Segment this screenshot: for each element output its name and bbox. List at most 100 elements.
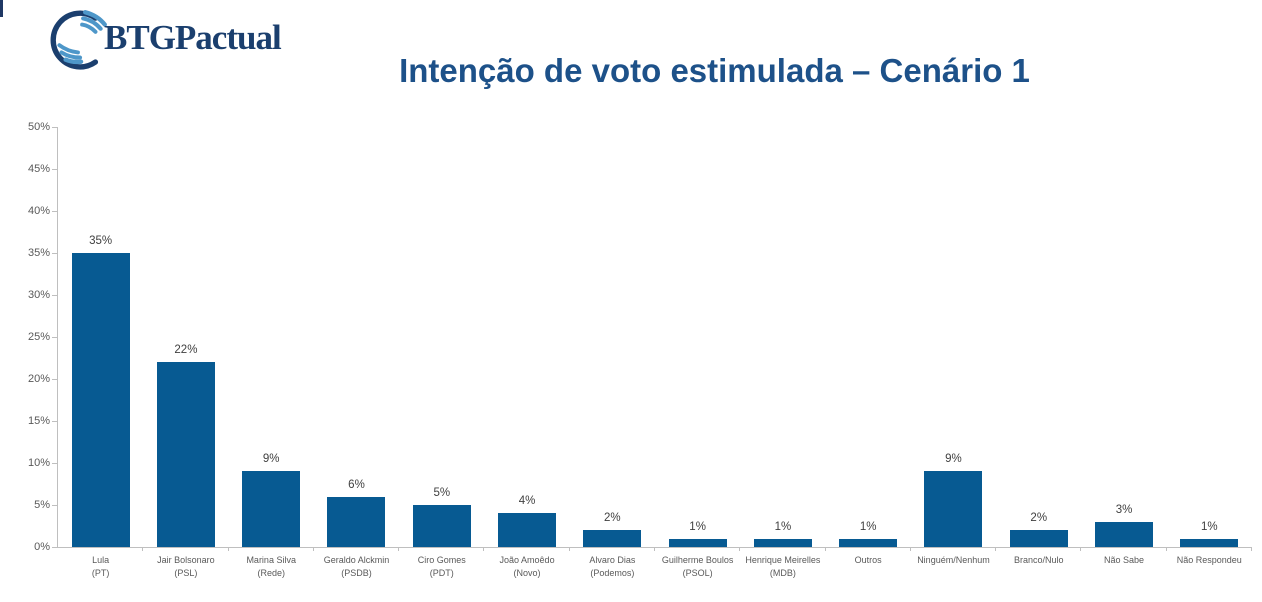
y-axis-tick: [52, 421, 57, 422]
category-party: (PDT): [429, 568, 454, 578]
x-axis-tick: [142, 547, 144, 551]
bar-group: 1% Guilherme Boulos (PSOL): [655, 127, 741, 578]
y-axis-label: 35%: [27, 247, 50, 259]
y-axis-tick: [52, 505, 57, 506]
y-axis-tick: [52, 547, 57, 548]
plot-area: 35% Lula (PT) 22% Jair Bolsonaro (PSL) 9% Marin…: [57, 127, 1252, 578]
x-axis-tick: [227, 547, 229, 551]
bar: [1095, 521, 1154, 547]
bar-value-label: 2%: [1030, 512, 1048, 525]
category-label: Marina Silva (Rede): [224, 554, 318, 580]
x-axis-tick: [1165, 547, 1167, 551]
bar-group: 22% Jair Bolsonaro (PSL): [143, 127, 229, 578]
y-axis-tick: [52, 337, 57, 338]
bar-group: 9% Marina Silva (Rede): [229, 127, 314, 578]
bar: [498, 513, 557, 547]
category-name: Henrique Meirelles: [745, 555, 821, 565]
bar: [753, 538, 812, 547]
y-axis-label: 10%: [27, 457, 50, 469]
bar-value-label: 4%: [518, 495, 536, 508]
x-axis-tick: [1080, 547, 1082, 551]
y-axis-label: 45%: [27, 163, 50, 175]
bar-group: 9% Ninguém/Nenhum: [911, 127, 997, 565]
bar: [924, 471, 983, 547]
y-axis-label: 50%: [27, 121, 50, 133]
category-name: Guilherme Boulos: [661, 555, 734, 565]
y-axis-tick: [52, 211, 57, 212]
bar-group: 35% Lula (PT): [58, 127, 144, 578]
category-name: Ninguém/Nenhum: [917, 555, 990, 565]
bar-group: 1% Outros: [826, 127, 911, 565]
category-label: Lula (PT): [54, 554, 148, 580]
bar-value-label: 3%: [1115, 503, 1133, 516]
bar: [327, 496, 386, 547]
bar-group: 2% Branco/Nulo: [996, 127, 1082, 565]
category-party: (PSL): [174, 568, 198, 578]
category-label: Geraldo Alckmin (PSDB): [310, 554, 404, 580]
category-party: (PSDB): [341, 568, 372, 578]
x-axis-tick: [312, 547, 314, 551]
category-party: (MDB): [769, 568, 796, 578]
bar-value-label: 1%: [774, 520, 792, 533]
bar-value-label: 5%: [433, 487, 451, 499]
bar-value-label: 1%: [1200, 520, 1218, 533]
y-axis-tick: [52, 253, 57, 254]
x-axis-tick: [483, 547, 485, 551]
y-axis-label: 5%: [34, 499, 50, 511]
category-name: Alvaro Dias: [589, 555, 636, 565]
bar: [583, 530, 642, 547]
y-axis-label: 30%: [27, 289, 50, 301]
bar: [668, 538, 727, 547]
x-axis-tick: [653, 547, 655, 551]
category-name: Lula: [92, 555, 110, 565]
bar-group: 6% Geraldo Alckmin (PSDB): [314, 127, 400, 578]
bar-value-label: 9%: [945, 453, 962, 466]
bar-value-label: 1%: [859, 520, 877, 533]
category-party: (Podemos): [590, 568, 635, 578]
y-axis-label: 15%: [27, 415, 50, 427]
y-axis-tick: [52, 463, 57, 464]
category-name: Branco/Nulo: [1013, 555, 1064, 565]
category-label: Henrique Meirelles (MDB): [736, 554, 830, 580]
bar-group: 1% Henrique Meirelles (MDB): [740, 127, 826, 578]
bar-value-label: 9%: [262, 453, 280, 466]
category-name: Outros: [854, 555, 882, 565]
category-name: Jair Bolsonaro: [157, 555, 215, 565]
bar: [1180, 538, 1239, 547]
y-axis-label: 40%: [27, 205, 50, 217]
y-axis-tick: [52, 169, 57, 170]
category-label: João Amoêdo (Novo): [480, 554, 574, 580]
btg-logo-text: BTGPactual: [104, 18, 282, 57]
category-name: Não Respondeu: [1176, 555, 1242, 565]
category-name: Geraldo Alckmin: [323, 555, 390, 565]
category-name: Não Sabe: [1104, 555, 1145, 565]
category-label: Branco/Nulo: [992, 554, 1086, 567]
slide-edge-mark: [0, 0, 3, 17]
category-name: João Amoêdo: [499, 555, 555, 565]
category-name: Ciro Gomes: [417, 555, 466, 565]
x-axis-tick: [739, 547, 741, 551]
bar-value-label: 22%: [174, 344, 198, 357]
x-axis-tick: [398, 547, 400, 551]
x-axis-tick: [995, 547, 997, 551]
category-label: Alvaro Dias (Podemos): [565, 554, 659, 580]
category-label: Não Sabe: [1077, 554, 1171, 567]
bar-value-label: 2%: [604, 512, 621, 525]
category-party: (PT): [91, 568, 110, 578]
bar-value-label: 35%: [89, 235, 113, 247]
y-axis-tick: [52, 295, 57, 296]
bar-group: 3% Não Sabe: [1081, 127, 1167, 565]
category-label: Ciro Gomes (PDT): [395, 554, 489, 580]
category-label: Guilherme Boulos (PSOL): [651, 554, 745, 580]
x-axis-tick: [909, 547, 911, 551]
y-axis-label: 0%: [34, 541, 50, 553]
bar: [412, 505, 471, 547]
bar-value-label: 1%: [689, 520, 706, 533]
bar: [71, 253, 130, 547]
bar: [839, 538, 898, 547]
category-party: (Rede): [257, 568, 285, 578]
category-label: Ninguém/Nenhum: [907, 554, 1001, 567]
x-axis-tick: [568, 547, 570, 551]
category-party: (PSOL): [682, 568, 713, 578]
